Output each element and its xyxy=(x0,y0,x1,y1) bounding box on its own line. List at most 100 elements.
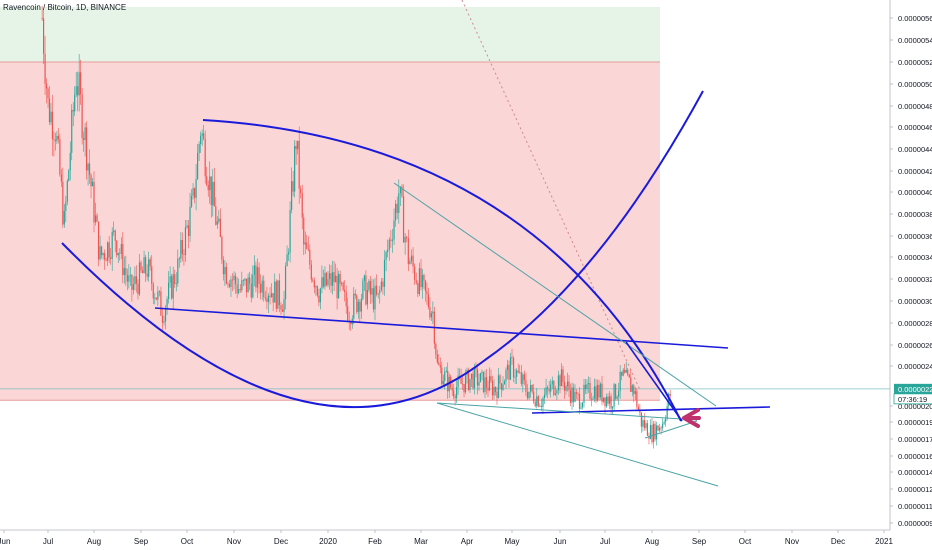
wedge-lower-line[interactable] xyxy=(644,420,698,439)
candle-body xyxy=(616,396,618,399)
candle-body xyxy=(566,381,569,387)
time-tick-label: 2020 xyxy=(319,537,337,546)
candle-body xyxy=(222,259,224,275)
candle-body xyxy=(271,293,273,297)
candle-body xyxy=(523,374,525,381)
candle-body xyxy=(505,370,507,382)
rising-arc[interactable] xyxy=(61,90,704,408)
candle-body xyxy=(634,391,636,395)
candle-body xyxy=(481,371,483,374)
candle-body xyxy=(627,369,629,375)
candle-body xyxy=(149,259,151,267)
candle-body xyxy=(107,242,109,261)
candle-body xyxy=(429,307,431,318)
candle-body xyxy=(111,231,113,259)
candle-body xyxy=(287,252,290,255)
candle-body xyxy=(62,181,64,225)
candle-body xyxy=(625,369,627,373)
candle-body xyxy=(551,380,553,385)
candle-body xyxy=(487,387,489,391)
time-tick-label: Aug xyxy=(87,537,101,546)
candle-body xyxy=(528,391,530,399)
candle-body xyxy=(499,375,501,384)
breakdown-line[interactable] xyxy=(625,341,683,422)
candle-body xyxy=(605,396,608,407)
candle-body xyxy=(252,274,254,298)
candle-body xyxy=(181,239,183,255)
candle-body xyxy=(651,425,653,443)
candle-body xyxy=(575,392,578,394)
candle-body xyxy=(319,288,322,303)
candle-body xyxy=(212,181,214,206)
candle-body xyxy=(485,377,488,388)
candle-body xyxy=(512,357,515,378)
channel-upper-line[interactable] xyxy=(393,182,717,407)
candle-body xyxy=(298,140,300,189)
candle-body xyxy=(143,257,145,274)
candle-body xyxy=(539,405,541,407)
candle-body xyxy=(330,273,332,286)
candle-body xyxy=(624,369,626,373)
candle-body xyxy=(234,275,237,285)
candle-body xyxy=(602,397,605,402)
candle-body xyxy=(621,371,623,376)
candle-body xyxy=(395,203,397,221)
candle-body xyxy=(574,392,576,402)
candle-body xyxy=(374,285,376,310)
candle-body xyxy=(294,145,296,192)
descending-arc[interactable] xyxy=(202,119,682,422)
candle-body xyxy=(599,383,602,398)
candle-body xyxy=(213,181,215,207)
candle-body xyxy=(421,275,424,288)
candle-body xyxy=(236,284,238,294)
candle-body xyxy=(454,396,456,399)
candle-body xyxy=(284,266,287,300)
chart-title: Ravencoin / Bitcoin, 1D, BINANCE xyxy=(3,3,126,12)
candle-body xyxy=(586,384,588,390)
candle-body xyxy=(286,254,288,267)
candle-body xyxy=(519,372,521,374)
candle-body xyxy=(272,293,274,303)
candle-body xyxy=(77,86,79,96)
time-axis: Jun Jul Aug Sep Oct Nov Dec 2020 Feb Mar Apr May Jun… xyxy=(0,529,893,546)
candle-body xyxy=(280,305,282,310)
candle-body xyxy=(85,127,88,171)
candle-body xyxy=(66,180,68,202)
candle-body xyxy=(108,242,110,258)
candle-body xyxy=(120,243,122,254)
candle-body xyxy=(135,276,138,284)
zone-target xyxy=(0,7,660,62)
candle-body xyxy=(520,372,522,384)
time-tick-label: Mar xyxy=(414,537,428,546)
candle-body xyxy=(517,370,519,373)
candle-body xyxy=(141,270,144,274)
candle-body xyxy=(359,301,361,312)
candle-body xyxy=(363,275,365,281)
candle-body xyxy=(198,144,200,153)
candle-body xyxy=(601,383,603,402)
candle-body xyxy=(102,253,104,256)
candle-body xyxy=(410,255,413,262)
candle-body xyxy=(201,133,203,136)
candle-body xyxy=(206,176,208,185)
candle-body xyxy=(137,283,139,295)
candle-body xyxy=(244,278,246,281)
candle-body xyxy=(116,240,118,256)
price-tick-label: 0.00000175 xyxy=(898,435,932,444)
candle-body xyxy=(278,280,281,306)
channel-lower-line[interactable] xyxy=(436,402,719,487)
candle-body xyxy=(460,377,462,384)
candle-body xyxy=(559,375,561,387)
candle-body xyxy=(391,239,394,241)
channel-mid-line[interactable] xyxy=(436,402,698,421)
horizontal-resistance-line[interactable] xyxy=(154,307,729,349)
candle-body xyxy=(622,369,624,376)
